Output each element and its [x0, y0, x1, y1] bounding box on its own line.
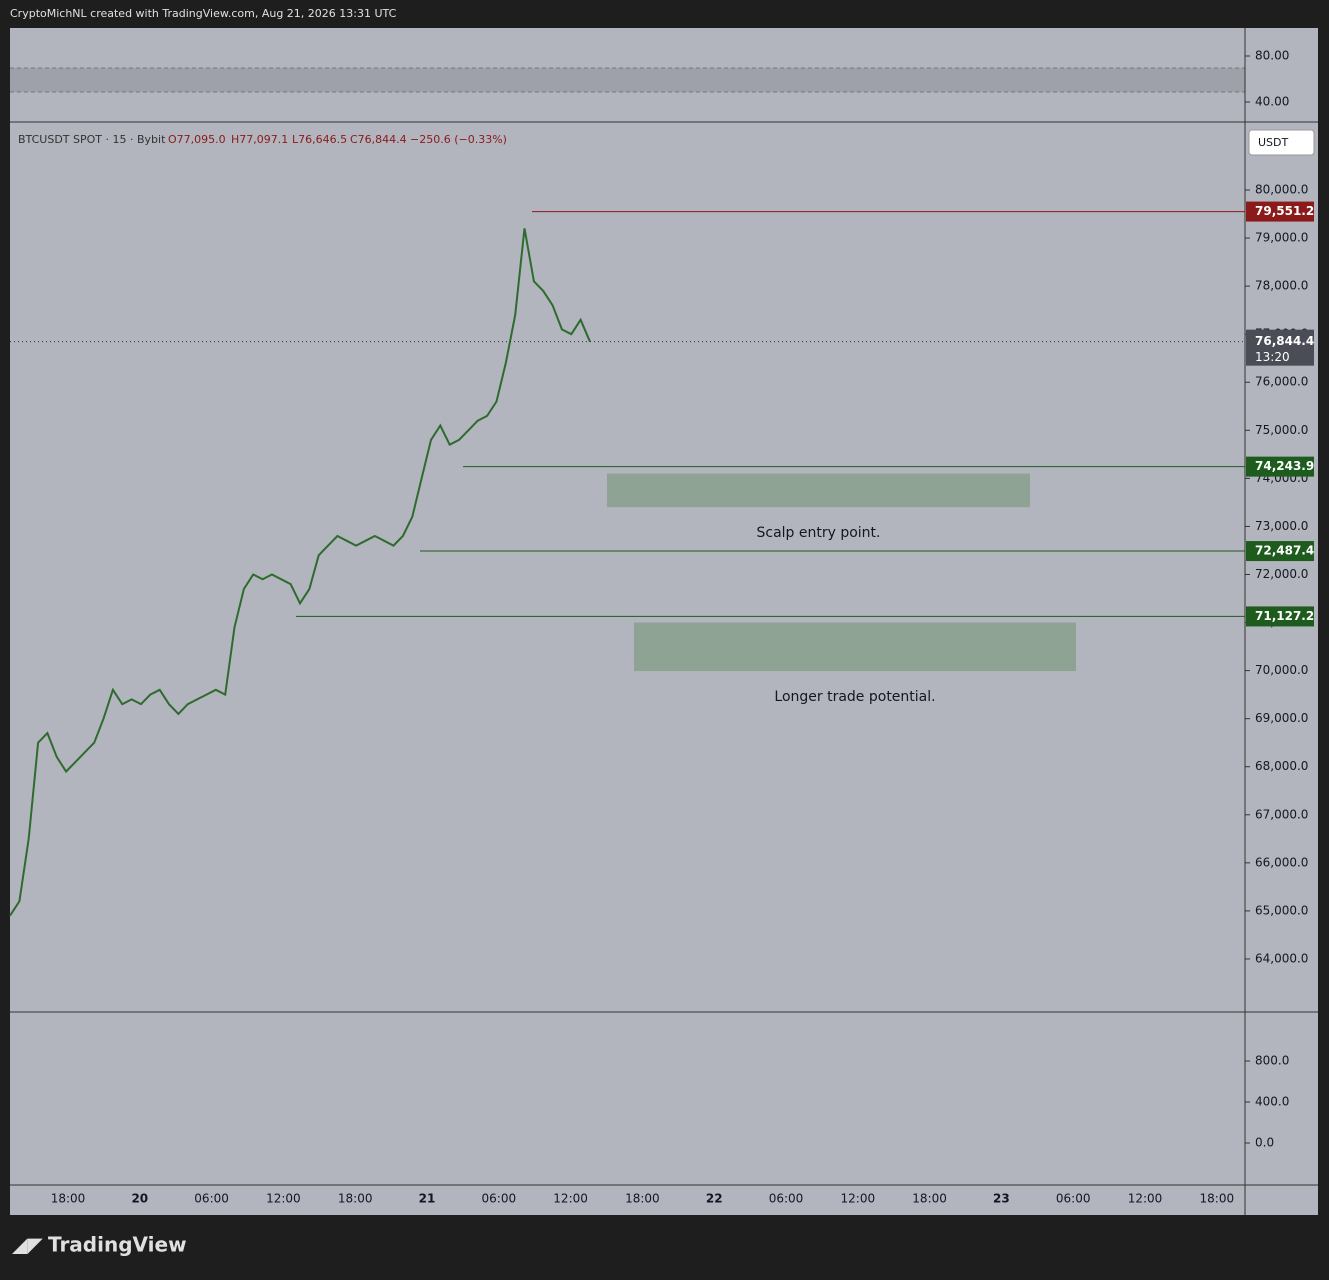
chart-bg — [10, 28, 1318, 1215]
x-tick-label: 06:00 — [1056, 1192, 1091, 1206]
x-tick-label: 12:00 — [1128, 1192, 1163, 1206]
x-tick-label: 21 — [419, 1192, 436, 1206]
x-tick-label: 12:00 — [841, 1192, 876, 1206]
last-price-tag — [1246, 329, 1314, 366]
ohlc-high: H77,097.1 — [231, 133, 288, 146]
ohlc-change: −250.6 (−0.33%) — [410, 133, 507, 146]
macd-tick-label: 400.0 — [1255, 1095, 1289, 1109]
x-tick-label: 18:00 — [1200, 1192, 1235, 1206]
price-level-label: 79,551.2 — [1255, 204, 1314, 218]
price-level-tag — [1246, 456, 1314, 477]
price-level-tag — [1246, 541, 1314, 562]
ohlc: O77,095.0 H77,097.1 L76,646.5 C76,844.4 … — [168, 133, 507, 146]
y-tick-label: 65,000.0 — [1255, 903, 1308, 917]
y-tick-label: 73,000.0 — [1255, 519, 1308, 533]
x-tick-label: 18:00 — [625, 1192, 660, 1206]
y-tick-label: 64,000.0 — [1255, 951, 1308, 965]
x-tick-label: 18:00 — [912, 1192, 947, 1206]
macd-tick-label: 0.0 — [1255, 1136, 1274, 1150]
x-tick-label: 06:00 — [482, 1192, 517, 1206]
x-tick-label: 12:00 — [553, 1192, 588, 1206]
zone — [607, 473, 1030, 508]
zone-label: Longer trade potential. — [774, 689, 935, 705]
countdown: 13:20 — [1255, 350, 1290, 364]
rsi-band — [10, 68, 1245, 92]
zone — [634, 622, 1076, 672]
price-line — [9, 228, 591, 917]
macd-tick-label: 800.0 — [1255, 1054, 1289, 1068]
price-level-label: 71,127.2 — [1255, 609, 1314, 623]
price-level-tag — [1246, 606, 1314, 627]
y-tick-label: 72,000.0 — [1255, 567, 1308, 581]
x-tick-label: 18:00 — [51, 1192, 86, 1206]
ohlc-close: C76,844.4 — [350, 133, 407, 146]
x-tick-label: 06:00 — [769, 1192, 804, 1206]
header: CryptoMichNL created with TradingView.co… — [10, 7, 397, 20]
price-level-label: 74,243.9 — [1255, 459, 1314, 473]
x-tick-label: 06:00 — [194, 1192, 229, 1206]
y-tick-label: 80,000.0 — [1255, 183, 1308, 197]
price-level-label: 72,487.4 — [1255, 544, 1314, 558]
y-tick-label: 68,000.0 — [1255, 759, 1308, 773]
y-tick-label: 79,000.0 — [1255, 231, 1308, 245]
ohlc-open: O77,095.0 — [168, 133, 226, 146]
y-tick-label: 76,000.0 — [1255, 375, 1308, 389]
y-tick-label: 67,000.0 — [1255, 807, 1308, 821]
x-tick-label: 18:00 — [338, 1192, 373, 1206]
x-tick-label: 12:00 — [266, 1192, 301, 1206]
zone-label: Scalp entry point. — [756, 525, 880, 541]
y-tick-label: 70,000.0 — [1255, 663, 1308, 677]
footer: TradingView — [48, 1233, 187, 1257]
x-tick-label: 23 — [993, 1192, 1010, 1206]
rsi-tick-label: 40.00 — [1255, 95, 1289, 109]
ohlc-low: L76,646.5 — [292, 133, 347, 146]
y-tick-label: 69,000.0 — [1255, 711, 1308, 725]
currency[interactable]: USDT — [1258, 136, 1289, 149]
y-tick-label: 75,000.0 — [1255, 423, 1308, 437]
symbol: BTCUSDT SPOT · 15 · Bybit — [18, 133, 166, 146]
price-level-tag — [1246, 201, 1314, 222]
x-tick-label: 20 — [131, 1192, 148, 1206]
y-tick-label: 66,000.0 — [1255, 855, 1308, 869]
currency-button[interactable] — [1248, 129, 1315, 156]
last-price-label: 76,844.4 — [1255, 334, 1314, 348]
rsi-tick-label: 80.00 — [1255, 49, 1289, 63]
logo: ◢◤ — [12, 1233, 43, 1257]
y-tick-label: 78,000.0 — [1255, 279, 1308, 293]
x-tick-label: 22 — [706, 1192, 723, 1206]
